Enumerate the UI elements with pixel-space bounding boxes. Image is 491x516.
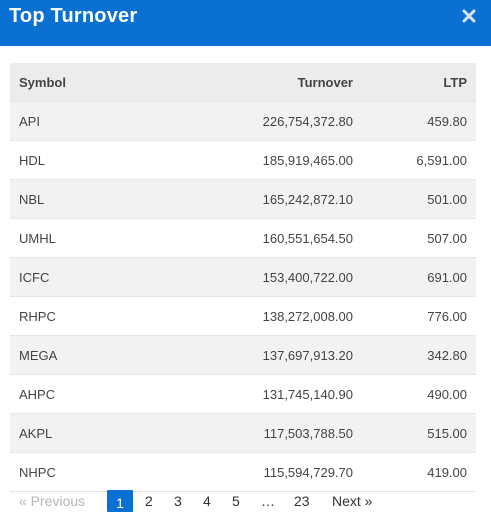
cell-turnover: 117,503,788.50 (168, 413, 362, 453)
cell-turnover: 165,242,872.10 (168, 179, 362, 219)
cell-symbol: RHPC (10, 296, 168, 336)
cell-turnover: 115,594,729.70 (168, 452, 362, 492)
cell-ltp: 691.00 (362, 257, 476, 297)
table-row[interactable]: NBL 165,242,872.10 501.00 (10, 179, 476, 219)
pagination-page-1[interactable]: 1 (107, 490, 133, 512)
pagination-previous[interactable]: « Previous (19, 493, 86, 509)
pagination-ellipsis: … (261, 493, 275, 509)
table-header-row: Symbol Turnover LTP (10, 63, 476, 102)
table-row[interactable]: AHPC 131,745,140.90 490.00 (10, 374, 476, 414)
cell-ltp: 507.00 (362, 218, 476, 258)
cell-ltp: 501.00 (362, 179, 476, 219)
pagination-page-2[interactable]: 2 (145, 493, 153, 509)
cell-turnover: 226,754,372.80 (168, 101, 362, 141)
cell-ltp: 6,591.00 (362, 140, 476, 180)
pagination-page-3[interactable]: 3 (174, 493, 182, 509)
table-row[interactable]: API 226,754,372.80 459.80 (10, 101, 476, 141)
table-row[interactable]: RHPC 138,272,008.00 776.00 (10, 296, 476, 336)
table-row[interactable]: MEGA 137,697,913.20 342.80 (10, 335, 476, 375)
turnover-table: Symbol Turnover LTP API 226,754,372.80 4… (10, 63, 476, 492)
turnover-table-container: Symbol Turnover LTP API 226,754,372.80 4… (10, 63, 476, 492)
cell-symbol: HDL (10, 140, 168, 180)
cell-ltp: 515.00 (362, 413, 476, 453)
cell-turnover: 137,697,913.20 (168, 335, 362, 375)
pagination-page-4[interactable]: 4 (203, 493, 211, 509)
cell-symbol: UMHL (10, 218, 168, 258)
cell-turnover: 138,272,008.00 (168, 296, 362, 336)
cell-symbol: MEGA (10, 335, 168, 375)
cell-turnover: 160,551,654.50 (168, 218, 362, 258)
table-row[interactable]: AKPL 117,503,788.50 515.00 (10, 413, 476, 453)
cell-symbol: AKPL (10, 413, 168, 453)
cell-ltp: 419.00 (362, 452, 476, 492)
cell-symbol: API (10, 101, 168, 141)
pagination: « Previous 1 2 3 4 5 … 23 Next » (10, 490, 480, 512)
column-header-symbol[interactable]: Symbol (10, 63, 168, 102)
cell-turnover: 131,745,140.90 (168, 374, 362, 414)
cell-symbol: NHPC (10, 452, 168, 492)
modal-title: Top Turnover (9, 5, 138, 27)
close-icon[interactable] (461, 8, 477, 24)
cell-ltp: 776.00 (362, 296, 476, 336)
column-header-turnover[interactable]: Turnover (168, 63, 362, 102)
cell-turnover: 185,919,465.00 (168, 140, 362, 180)
table-row[interactable]: HDL 185,919,465.00 6,591.00 (10, 140, 476, 180)
pagination-page-23[interactable]: 23 (294, 493, 310, 509)
cell-symbol: ICFC (10, 257, 168, 297)
cell-symbol: NBL (10, 179, 168, 219)
modal-header: Top Turnover (0, 0, 491, 46)
table-row[interactable]: UMHL 160,551,654.50 507.00 (10, 218, 476, 258)
column-header-ltp[interactable]: LTP (362, 63, 476, 102)
table-row[interactable]: NHPC 115,594,729.70 419.00 (10, 452, 476, 492)
cell-symbol: AHPC (10, 374, 168, 414)
pagination-page-5[interactable]: 5 (232, 493, 240, 509)
cell-ltp: 342.80 (362, 335, 476, 375)
cell-ltp: 459.80 (362, 101, 476, 141)
cell-ltp: 490.00 (362, 374, 476, 414)
table-row[interactable]: ICFC 153,400,722.00 691.00 (10, 257, 476, 297)
cell-turnover: 153,400,722.00 (168, 257, 362, 297)
pagination-next[interactable]: Next » (332, 493, 373, 509)
